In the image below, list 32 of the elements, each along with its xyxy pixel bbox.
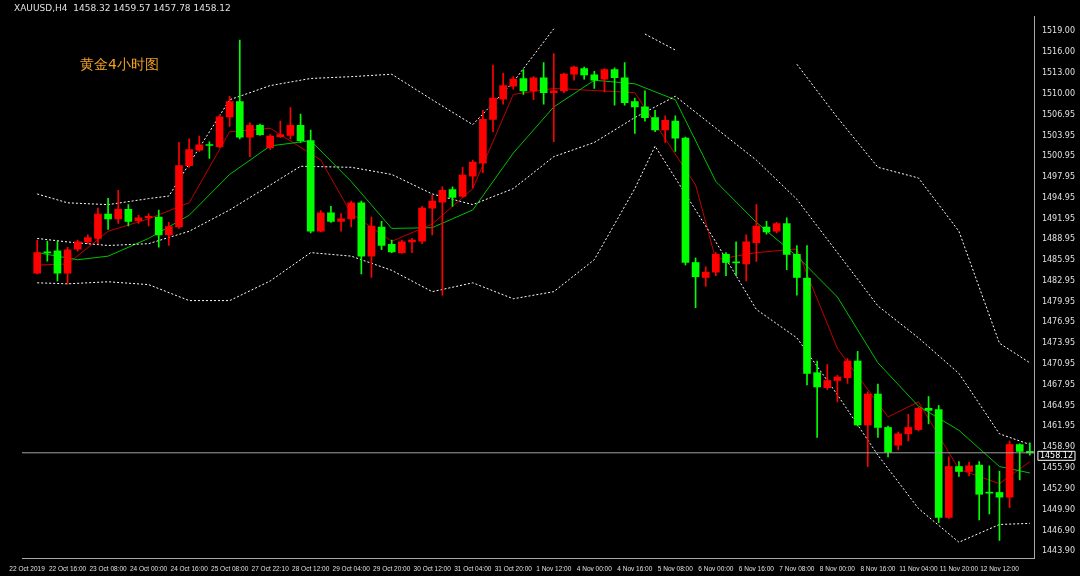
y-tick-label: 1449.90 bbox=[1041, 504, 1076, 514]
candlestick bbox=[43, 240, 52, 262]
y-tick-label: 1455.90 bbox=[1041, 463, 1076, 473]
y-tick-label: 1458.90 bbox=[1041, 442, 1076, 452]
y-tick-label: 1485.95 bbox=[1041, 255, 1076, 265]
y-tick-label: 1519.00 bbox=[1041, 26, 1076, 36]
ref-line-label: 1458.12 bbox=[1039, 450, 1074, 460]
y-tick-label: 1488.95 bbox=[1041, 234, 1076, 244]
y-tick-label: 1446.90 bbox=[1041, 525, 1076, 535]
candlestick bbox=[337, 213, 345, 232]
chart-subtitle: XAUUSD,H4 1458.32 1459.57 1457.78 1458.12 bbox=[14, 3, 231, 13]
y-tick-label: 1452.90 bbox=[1041, 484, 1076, 494]
y-tick-label: 1500.95 bbox=[1041, 151, 1076, 161]
y-tick-label: 1482.95 bbox=[1041, 275, 1076, 285]
y-tick-label: 1443.90 bbox=[1041, 546, 1076, 556]
y-tick-label: 1464.95 bbox=[1041, 400, 1076, 410]
y-tick-label: 1497.95 bbox=[1041, 172, 1076, 182]
y-tick-label: 1503.95 bbox=[1041, 130, 1076, 140]
y-tick-label: 1510.00 bbox=[1041, 88, 1076, 98]
y-tick-label: 1479.95 bbox=[1041, 296, 1076, 306]
y-tick-label: 1476.95 bbox=[1041, 317, 1076, 327]
y-tick-label: 1516.00 bbox=[1041, 47, 1076, 57]
y-tick-label: 1473.95 bbox=[1041, 338, 1076, 348]
y-tick-label: 1461.95 bbox=[1041, 421, 1076, 431]
y-tick-label: 1506.95 bbox=[1041, 109, 1076, 119]
text: 黄金4小时图 bbox=[80, 56, 159, 74]
line-series bbox=[36, 145, 1031, 543]
y-tick-label: 1470.95 bbox=[1041, 359, 1076, 369]
y-tick-label: 1491.95 bbox=[1041, 213, 1076, 223]
y-tick-label: 1494.95 bbox=[1041, 192, 1076, 202]
y-tick-label: 1513.00 bbox=[1041, 67, 1076, 77]
y-tick-label: 1467.95 bbox=[1041, 379, 1076, 389]
